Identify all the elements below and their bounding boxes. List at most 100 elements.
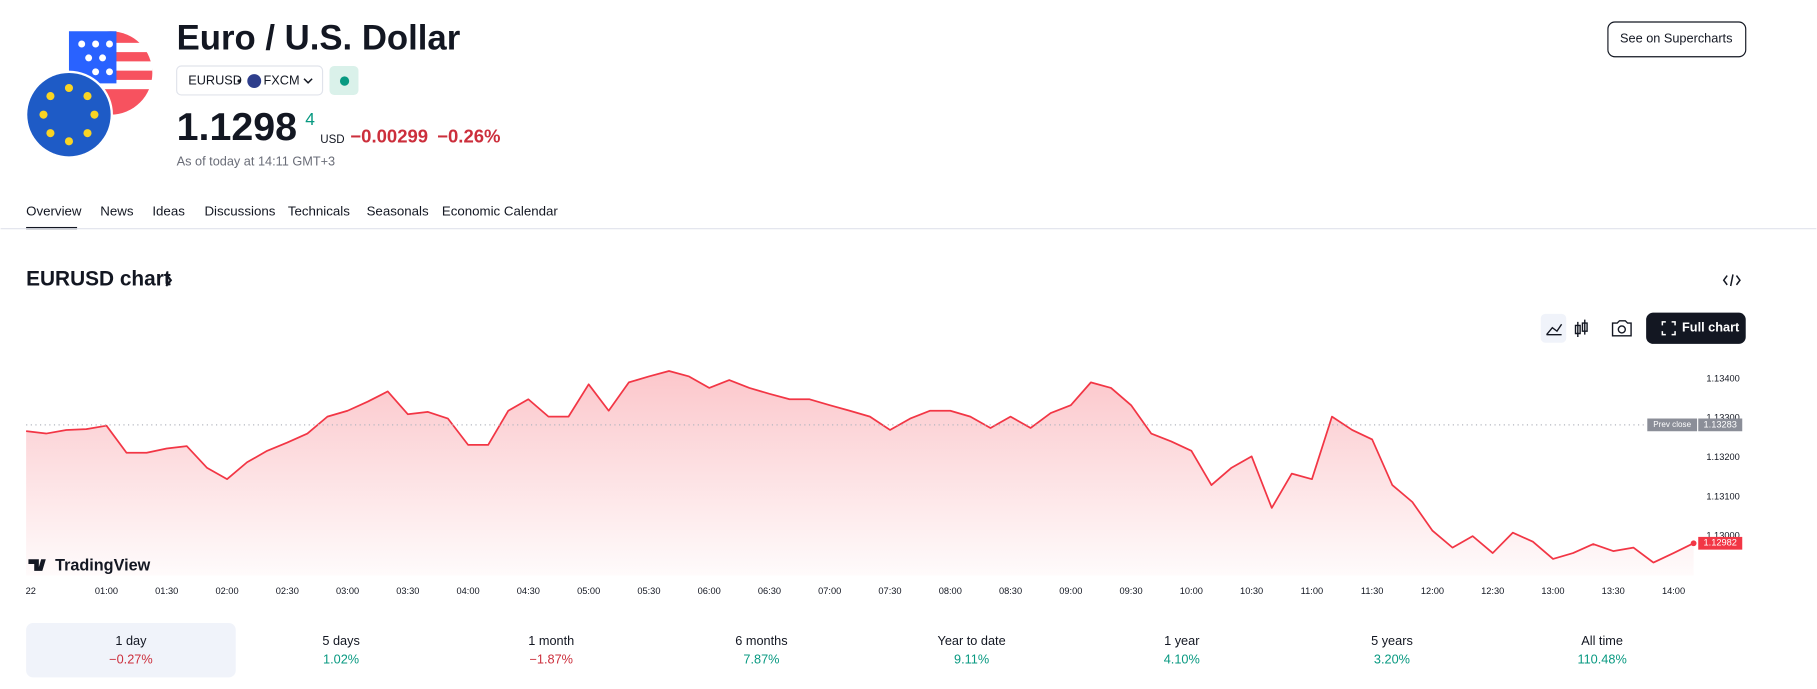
x-tick-label: 04:30 xyxy=(517,586,540,596)
x-tick-label: 06:30 xyxy=(758,586,781,596)
period-label: 5 years xyxy=(1371,633,1413,648)
tab[interactable]: Technicals xyxy=(288,203,350,218)
price-extra-digit: 4 xyxy=(305,109,315,129)
full-chart-icon xyxy=(1661,321,1676,336)
x-tick-label: 05:00 xyxy=(577,586,600,596)
title: Euro / U.S. Dollar xyxy=(177,20,461,58)
x-tick-label: 14:00 xyxy=(1662,586,1685,596)
period-change: 3.20% xyxy=(1374,651,1410,666)
x-tick-label: 12:30 xyxy=(1481,586,1504,596)
y-tick-label: 1.13300 xyxy=(1706,413,1739,423)
x-tick-label: 01:30 xyxy=(155,586,178,596)
period-button[interactable] xyxy=(236,622,446,678)
y-tick-label: 1.13000 xyxy=(1706,531,1739,541)
last-point xyxy=(1690,540,1697,547)
x-tick-label: 13:30 xyxy=(1602,586,1625,596)
prev-close-value: 1.13283 xyxy=(1704,419,1737,429)
tab[interactable]: News xyxy=(100,203,134,218)
full-chart-button[interactable] xyxy=(1646,312,1746,344)
x-tick-label: 03:30 xyxy=(396,586,419,596)
period-change: 1.02% xyxy=(323,651,359,666)
x-tick-label: 01:00 xyxy=(95,586,118,596)
x-tick-label: 22 xyxy=(26,586,36,596)
prev-close-value-tag xyxy=(1698,418,1743,432)
y-tick-label: 1.13200 xyxy=(1706,452,1739,462)
period-label: 1 day xyxy=(115,633,147,648)
chevron xyxy=(303,78,313,84)
period-label: 1 year xyxy=(1164,633,1200,648)
period-button[interactable] xyxy=(866,622,1077,678)
x-tick-label: 07:00 xyxy=(818,586,841,596)
tab[interactable]: Ideas xyxy=(152,203,185,218)
x-tick-label: 02:00 xyxy=(215,586,238,596)
period-label: 1 month xyxy=(528,633,574,648)
flag-eu xyxy=(24,70,113,159)
exchange: FXCM xyxy=(264,72,300,87)
snapshot-button[interactable] xyxy=(1611,320,1632,337)
period-change: −0.27% xyxy=(109,651,153,666)
x-tick-label: 08:00 xyxy=(939,586,962,596)
y-tick-label: 1.13100 xyxy=(1706,491,1739,501)
x-tick-label: 11:00 xyxy=(1301,586,1323,596)
chart-title[interactable]: EURUSD chart xyxy=(26,268,171,291)
period-change: 4.10% xyxy=(1164,651,1200,666)
x-tick-label: 11:30 xyxy=(1361,586,1383,596)
y-tick-label: 1.13400 xyxy=(1706,373,1739,383)
period-label: Year to date xyxy=(938,633,1006,648)
x-tick-label: 13:00 xyxy=(1541,586,1564,596)
chart-title-chevron xyxy=(165,273,173,287)
symbol: EURUSD xyxy=(188,72,242,87)
change-percent: −0.26% xyxy=(437,126,500,147)
line xyxy=(26,370,1694,564)
x-tick-label: 02:30 xyxy=(276,586,299,596)
tab[interactable]: Economic Calendar xyxy=(442,203,559,218)
period-change: 110.48% xyxy=(1577,651,1626,666)
x-tick-label: 10:30 xyxy=(1240,586,1263,596)
period-change: −1.87% xyxy=(530,651,574,666)
period-label: All time xyxy=(1581,633,1623,648)
x-tick-label: 09:00 xyxy=(1059,586,1082,596)
snapshot-lens xyxy=(1617,325,1626,334)
supercharts-label: See on Supercharts xyxy=(1620,31,1732,46)
period-change: 7.87% xyxy=(743,651,779,666)
period-button[interactable] xyxy=(446,622,657,678)
full-chart-label: Full chart xyxy=(1682,320,1740,335)
last-value-tag xyxy=(1698,536,1743,550)
change: −0.00299 xyxy=(350,126,428,147)
separator xyxy=(237,79,241,83)
tradingview-logo xyxy=(28,559,46,571)
area xyxy=(26,371,1694,576)
as-of: As of today at 14:11 GMT+3 xyxy=(177,153,335,168)
x-tick-label: 10:00 xyxy=(1180,586,1203,596)
prev-close-label: Prev close xyxy=(1653,420,1691,429)
period-button[interactable] xyxy=(656,622,867,678)
candles-button[interactable] xyxy=(1574,319,1588,337)
x-tick-label: 06:00 xyxy=(698,586,721,596)
period-button[interactable] xyxy=(26,622,236,678)
area-icon xyxy=(1546,323,1563,336)
embed-icon[interactable] xyxy=(1722,274,1741,287)
x-tick-label: 07:30 xyxy=(878,586,901,596)
x-tick-label: 05:30 xyxy=(637,586,660,596)
period-button[interactable] xyxy=(1287,622,1497,678)
x-tick-label: 09:30 xyxy=(1120,586,1143,596)
branding: TradingView xyxy=(55,557,151,575)
period-label: 5 days xyxy=(322,633,359,648)
period-button[interactable] xyxy=(1497,622,1707,678)
tab[interactable]: Discussions xyxy=(204,203,275,218)
period-change: 9.11% xyxy=(954,651,989,666)
currency: USD xyxy=(320,134,344,146)
price: 1.1298 xyxy=(177,105,297,149)
x-tick-label: 12:00 xyxy=(1421,586,1444,596)
x-tick-label: 04:00 xyxy=(457,586,480,596)
tab[interactable]: Overview xyxy=(26,203,82,218)
tab[interactable]: Seasonals xyxy=(367,203,429,218)
x-tick-label: 08:30 xyxy=(999,586,1022,596)
supercharts-button[interactable] xyxy=(1607,21,1747,58)
x-tick-label: 03:00 xyxy=(336,586,359,596)
prev-close-tag xyxy=(1647,418,1698,432)
last-value: 1.12982 xyxy=(1704,538,1737,548)
period-label: 6 months xyxy=(735,633,787,648)
period-button[interactable] xyxy=(1076,622,1287,678)
